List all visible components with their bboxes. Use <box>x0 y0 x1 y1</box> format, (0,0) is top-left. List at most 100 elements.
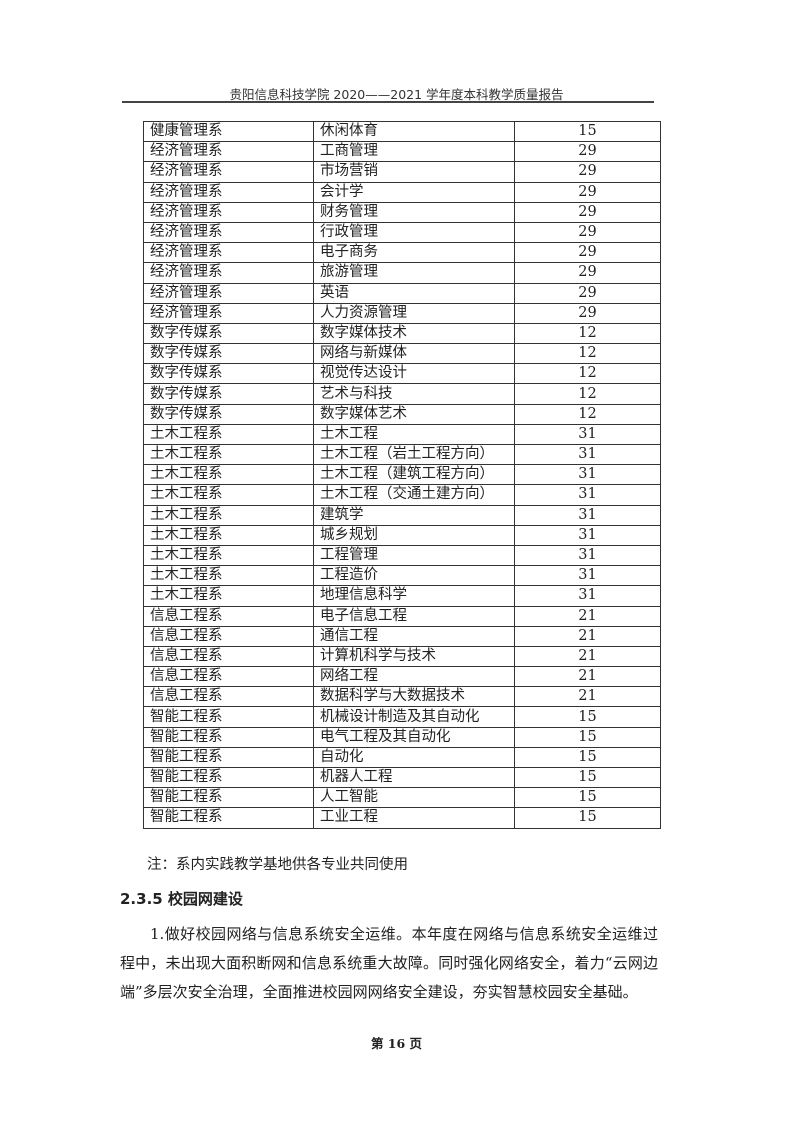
major-cell: 网络工程 <box>313 666 515 688</box>
department-cell: 经济管理系 <box>143 302 314 324</box>
table-row: 信息工程系 电子信息工程 21 <box>143 605 661 627</box>
major-cell: 艺术与科技 <box>313 383 515 405</box>
table-row: 经济管理系 人力资源管理 29 <box>143 302 661 324</box>
department-cell: 智能工程系 <box>143 807 314 829</box>
department-cell: 信息工程系 <box>143 605 314 627</box>
count-cell: 12 <box>514 403 661 425</box>
department-cell: 经济管理系 <box>143 161 314 183</box>
major-cell: 数字媒体艺术 <box>313 403 515 425</box>
table-row: 智能工程系 电气工程及其自动化 15 <box>143 726 661 748</box>
table-row: 经济管理系 财务管理 29 <box>143 201 661 223</box>
table-row: 经济管理系 旅游管理 29 <box>143 262 661 284</box>
count-cell: 21 <box>514 666 661 688</box>
department-cell: 经济管理系 <box>143 242 314 264</box>
count-cell: 29 <box>514 242 661 264</box>
count-cell: 29 <box>514 141 661 163</box>
major-cell: 建筑学 <box>313 504 515 526</box>
table-row: 信息工程系 网络工程 21 <box>143 666 661 688</box>
major-cell: 工商管理 <box>313 141 515 163</box>
department-cell: 信息工程系 <box>143 686 314 708</box>
table-row: 数字传媒系 网络与新媒体 12 <box>143 343 661 365</box>
table-row: 经济管理系 会计学 29 <box>143 181 661 203</box>
count-cell: 21 <box>514 645 661 668</box>
major-cell: 休闲体育 <box>313 120 515 143</box>
table-row: 信息工程系 计算机科学与技术 21 <box>143 645 661 668</box>
count-cell: 29 <box>514 282 661 304</box>
department-cell: 经济管理系 <box>143 221 314 244</box>
department-cell: 经济管理系 <box>143 141 314 163</box>
table-row: 土木工程系 地理信息科学 31 <box>143 585 661 607</box>
major-cell: 土木工程 <box>313 423 515 446</box>
major-cell: 网络与新媒体 <box>313 343 515 365</box>
department-cell: 信息工程系 <box>143 666 314 688</box>
major-cell: 人工智能 <box>313 787 515 809</box>
department-cell: 经济管理系 <box>143 181 314 203</box>
department-cell: 智能工程系 <box>143 766 314 789</box>
major-cell: 城乡规划 <box>313 524 515 546</box>
table-row: 数字传媒系 数字媒体艺术 12 <box>143 403 661 425</box>
count-cell: 12 <box>514 363 661 385</box>
department-cell: 智能工程系 <box>143 726 314 748</box>
department-cell: 智能工程系 <box>143 746 314 769</box>
table-row: 经济管理系 市场营销 29 <box>143 161 661 183</box>
department-cell: 土木工程系 <box>143 423 314 446</box>
count-cell: 12 <box>514 343 661 365</box>
count-cell: 31 <box>514 443 661 466</box>
table-row: 土木工程系 工程造价 31 <box>143 565 661 587</box>
major-cell: 电子信息工程 <box>313 605 515 627</box>
table-row: 智能工程系 机器人工程 15 <box>143 766 661 789</box>
department-cell: 数字传媒系 <box>143 383 314 405</box>
major-cell: 工程造价 <box>313 565 515 587</box>
major-cell: 市场营销 <box>313 161 515 183</box>
major-cell: 旅游管理 <box>313 262 515 284</box>
table-row: 经济管理系 工商管理 29 <box>143 141 661 163</box>
department-cell: 土木工程系 <box>143 464 314 486</box>
table-note: 注：系内实践教学基地供各专业共同使用 <box>147 857 408 873</box>
table-row: 土木工程系 土木工程 31 <box>143 423 661 446</box>
count-cell: 31 <box>514 524 661 546</box>
major-cell: 人力资源管理 <box>313 302 515 324</box>
major-cell: 通信工程 <box>313 625 515 647</box>
count-cell: 29 <box>514 221 661 244</box>
major-cell: 财务管理 <box>313 201 515 223</box>
department-cell: 土木工程系 <box>143 524 314 546</box>
department-cell: 信息工程系 <box>143 645 314 668</box>
department-cell: 土木工程系 <box>143 484 314 506</box>
major-cell: 土木工程（岩土工程方向） <box>313 443 515 466</box>
department-cell: 土木工程系 <box>143 585 314 607</box>
count-cell: 31 <box>514 484 661 506</box>
count-cell: 12 <box>514 383 661 405</box>
count-cell: 29 <box>514 302 661 324</box>
table-row: 信息工程系 数据科学与大数据技术 21 <box>143 686 661 708</box>
table-row: 土木工程系 城乡规划 31 <box>143 524 661 546</box>
count-cell: 15 <box>514 120 661 143</box>
table-row: 健康管理系 休闲体育 15 <box>143 120 661 143</box>
department-cell: 数字传媒系 <box>143 322 314 345</box>
major-cell: 土木工程（建筑工程方向） <box>313 464 515 486</box>
table-row: 土木工程系 土木工程（建筑工程方向） 31 <box>143 464 661 486</box>
major-cell: 机器人工程 <box>313 766 515 789</box>
section-heading: 2.3.5 校园网建设 <box>120 890 243 908</box>
department-cell: 数字传媒系 <box>143 363 314 385</box>
department-cell: 健康管理系 <box>143 120 314 143</box>
table-row: 土木工程系 土木工程（岩土工程方向） 31 <box>143 443 661 466</box>
table-row: 土木工程系 土木工程（交通土建方向） 31 <box>143 484 661 506</box>
count-cell: 15 <box>514 807 661 829</box>
count-cell: 21 <box>514 686 661 708</box>
major-cell: 视觉传达设计 <box>313 363 515 385</box>
table-row: 土木工程系 工程管理 31 <box>143 544 661 567</box>
body-paragraph: 1.做好校园网络与信息系统安全运维。本年度在网络与信息系统安全运维过程中，未出现… <box>120 925 658 1001</box>
major-cell: 地理信息科学 <box>313 585 515 607</box>
department-cell: 土木工程系 <box>143 544 314 567</box>
table-row: 智能工程系 机械设计制造及其自动化 15 <box>143 706 661 728</box>
table-row: 数字传媒系 数字媒体技术 12 <box>143 322 661 345</box>
department-cell: 土木工程系 <box>143 504 314 526</box>
count-cell: 31 <box>514 464 661 486</box>
department-cell: 土木工程系 <box>143 443 314 466</box>
major-cell: 英语 <box>313 282 515 304</box>
count-cell: 12 <box>514 322 661 345</box>
department-cell: 信息工程系 <box>143 625 314 647</box>
table-row: 经济管理系 电子商务 29 <box>143 242 661 264</box>
department-cell: 土木工程系 <box>143 565 314 587</box>
count-cell: 21 <box>514 605 661 627</box>
